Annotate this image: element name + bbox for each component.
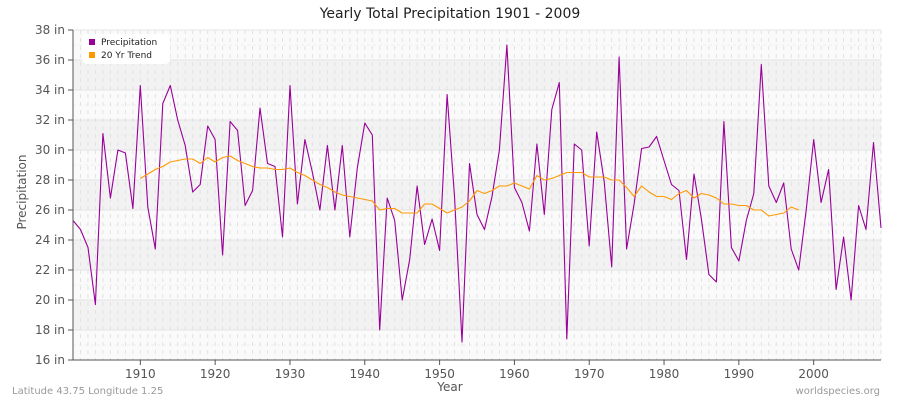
legend-label: Precipitation bbox=[101, 38, 158, 48]
legend-item-trend: 20 Yr Trend bbox=[89, 50, 152, 62]
precipitation-line bbox=[72, 44, 882, 343]
y-tick-label: 28 in bbox=[35, 173, 65, 187]
x-tick-label: 1940 bbox=[350, 367, 381, 381]
x-tick-label: 1950 bbox=[424, 367, 455, 381]
y-tick-label: 26 in bbox=[35, 203, 65, 217]
x-tick-label: 1930 bbox=[275, 367, 306, 381]
y-tick-label: 38 in bbox=[35, 23, 65, 37]
x-tick-label: 1910 bbox=[125, 367, 156, 381]
grid-lines bbox=[72, 29, 882, 361]
y-tick-label: 34 in bbox=[35, 83, 65, 97]
y-tick-label: 24 in bbox=[35, 233, 65, 247]
source-credit: worldspecies.org bbox=[795, 386, 880, 397]
y-tick-label: 30 in bbox=[35, 143, 65, 157]
coordinates-caption: Latitude 43.75 Longitude 1.25 bbox=[12, 386, 164, 397]
trend-swatch-icon bbox=[89, 51, 95, 58]
y-tick-label: 36 in bbox=[35, 53, 65, 67]
chart-title: Yearly Total Precipitation 1901 - 2009 bbox=[319, 6, 581, 22]
y-tick-label: 32 in bbox=[35, 113, 65, 127]
legend: Precipitation 20 Yr Trend bbox=[82, 34, 170, 64]
legend-item-precipitation: Precipitation bbox=[89, 37, 157, 49]
x-tick-label: 1990 bbox=[724, 367, 755, 381]
x-tick-label: 1920 bbox=[200, 367, 231, 381]
data-series bbox=[72, 44, 882, 343]
axes: 16 in 18 in 20 in 22 in 24 in 26 in 28 in 30 in… bbox=[35, 23, 881, 381]
x-tick-label: 1960 bbox=[499, 367, 530, 381]
y-axis-label: Precipitation bbox=[15, 154, 29, 230]
x-axis-label: Year bbox=[437, 380, 463, 394]
precipitation-swatch-icon bbox=[89, 38, 95, 45]
y-tick-label: 20 in bbox=[35, 293, 65, 307]
x-tick-label: 1980 bbox=[649, 367, 680, 381]
trend-line bbox=[140, 155, 799, 217]
x-tick-label: 1970 bbox=[574, 367, 605, 381]
y-tick-label: 16 in bbox=[35, 353, 65, 367]
y-tick-label: 18 in bbox=[35, 323, 65, 337]
x-tick-label: 2000 bbox=[798, 367, 829, 381]
legend-label: 20 Yr Trend bbox=[101, 51, 153, 61]
y-tick-label: 22 in bbox=[35, 263, 65, 277]
